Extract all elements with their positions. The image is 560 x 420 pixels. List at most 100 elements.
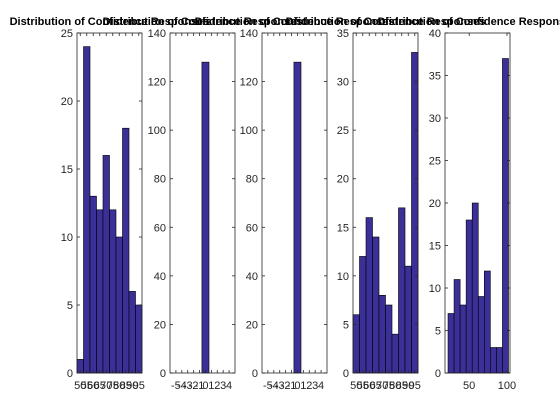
y-tick-label: 120 — [240, 77, 258, 89]
bar — [83, 46, 91, 374]
x-tick-label: 50 — [463, 380, 475, 392]
y-tick-label: 25 — [429, 156, 441, 168]
y-tick-label: 10 — [337, 271, 349, 283]
bar — [471, 202, 479, 374]
x-tick-label: -1 — [287, 380, 297, 392]
x-tick-label: -3 — [183, 380, 193, 392]
y-tick-label: 0 — [343, 368, 349, 380]
x-tick-label: 80 — [113, 380, 125, 392]
chart-title: Distribution of Confidence Responses — [10, 16, 210, 28]
bar — [490, 347, 497, 374]
x-tick-label: 75 — [383, 380, 395, 392]
x-tick-label: 1 — [208, 380, 214, 392]
x-tick-label: 75 — [107, 380, 119, 392]
bar — [365, 217, 373, 374]
y-tick-label: 140 — [240, 28, 258, 40]
y-tick-label: 5 — [67, 300, 73, 312]
x-tick-label: 0 — [294, 380, 300, 392]
y-tick-label: 80 — [246, 174, 258, 186]
x-tick-label: -2 — [189, 380, 199, 392]
x-tick-label: 4 — [226, 380, 232, 392]
bar — [447, 313, 455, 374]
x-tick-label: 90 — [126, 380, 138, 392]
y-tick-label: 5 — [343, 319, 349, 331]
bar — [465, 219, 473, 374]
x-tick-label: 60 — [363, 380, 375, 392]
x-tick-label: 90 — [402, 380, 414, 392]
x-tick-label: 100 — [498, 380, 516, 392]
bar — [122, 127, 130, 374]
x-tick-label: 4 — [318, 380, 324, 392]
x-tick-label: 3 — [312, 380, 318, 392]
bar — [352, 314, 360, 374]
y-tick-label: 20 — [61, 96, 73, 108]
y-tick-label: 0 — [67, 368, 73, 380]
y-tick-label: 25 — [337, 125, 349, 137]
bar — [96, 209, 104, 374]
x-tick-label: -3 — [275, 380, 285, 392]
bar — [398, 207, 406, 374]
x-tick-label: -4 — [269, 380, 279, 392]
axes-box — [76, 32, 143, 374]
y-tick-label: 0 — [252, 368, 258, 380]
axes-box — [261, 32, 328, 374]
chart-title: Distribution of Confidence Responses — [378, 16, 560, 28]
y-tick-label: 15 — [61, 164, 73, 176]
y-tick-label: 60 — [246, 222, 258, 234]
bar — [502, 58, 509, 374]
bar — [135, 304, 143, 374]
y-tick-label: 30 — [337, 77, 349, 89]
x-tick-label: 55 — [357, 380, 369, 392]
chart-title: Distribution of Confidence Responses — [286, 16, 486, 28]
x-tick-label: 55 — [81, 380, 93, 392]
axes-box — [352, 32, 419, 374]
y-tick-label: 35 — [429, 71, 441, 83]
y-tick-label: 80 — [154, 174, 166, 186]
y-tick-label: 20 — [154, 319, 166, 331]
x-tick-label: 0 — [202, 380, 208, 392]
bar — [115, 236, 123, 374]
bar — [404, 265, 412, 374]
y-tick-label: 40 — [154, 271, 166, 283]
y-tick-label: 25 — [61, 28, 73, 40]
x-tick-label: 95 — [409, 380, 421, 392]
bar — [391, 333, 399, 374]
y-tick-label: 10 — [61, 232, 73, 244]
bar — [453, 279, 461, 374]
x-tick-label: -5 — [263, 380, 273, 392]
bar — [496, 347, 503, 374]
y-tick-label: 100 — [148, 125, 166, 137]
y-tick-label: 35 — [337, 28, 349, 40]
x-tick-label: -5 — [171, 380, 181, 392]
y-tick-label: 20 — [429, 198, 441, 210]
bar — [484, 270, 491, 374]
x-tick-label: 50 — [350, 380, 362, 392]
bar — [359, 256, 367, 374]
y-tick-label: 0 — [435, 368, 441, 380]
y-tick-label: 15 — [429, 241, 441, 253]
y-tick-label: 20 — [337, 174, 349, 186]
y-tick-label: 40 — [246, 271, 258, 283]
x-tick-label: -2 — [281, 380, 291, 392]
bar — [411, 52, 419, 374]
x-tick-label: 60 — [87, 380, 99, 392]
y-tick-label: 60 — [154, 222, 166, 234]
y-tick-label: 100 — [240, 125, 258, 137]
x-tick-label: -1 — [195, 380, 205, 392]
x-tick-label: 85 — [396, 380, 408, 392]
x-tick-label: 2 — [214, 380, 220, 392]
bar — [477, 296, 485, 374]
bar — [128, 291, 136, 374]
y-tick-label: 0 — [160, 368, 166, 380]
x-tick-label: 65 — [94, 380, 106, 392]
x-tick-label: 70 — [376, 380, 388, 392]
y-tick-label: 40 — [429, 28, 441, 40]
y-tick-label: 20 — [246, 319, 258, 331]
x-tick-label: 50 — [74, 380, 86, 392]
x-tick-label: 65 — [370, 380, 382, 392]
y-tick-label: 10 — [429, 283, 441, 295]
bar — [102, 155, 110, 374]
x-tick-label: 95 — [133, 380, 145, 392]
y-tick-label: 15 — [337, 222, 349, 234]
